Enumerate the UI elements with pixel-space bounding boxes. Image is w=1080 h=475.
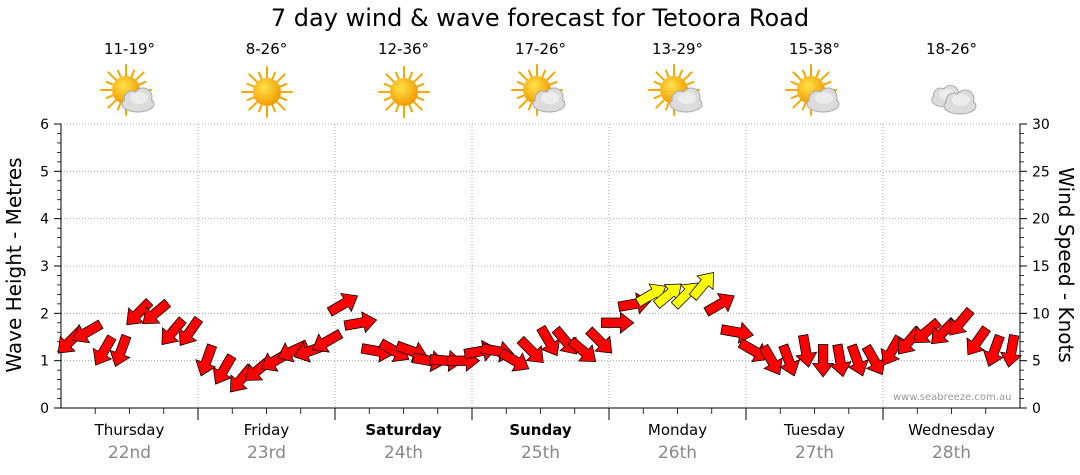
wind-arrow [737, 338, 770, 363]
wind-arrow [949, 306, 975, 336]
day-forecast: 18-26° [892, 40, 1012, 122]
wind-arrow [178, 315, 204, 347]
wind-arrow [311, 328, 344, 353]
wind-arrow [161, 316, 187, 346]
partly-cloudy-icon [510, 64, 565, 116]
temperature-range: 13-29° [651, 40, 704, 58]
cloudy-icon [930, 84, 976, 115]
day-name-label: Tuesday [783, 421, 846, 439]
watermark: www.seabreeze.com.au [893, 392, 1012, 403]
y-left-tick-label: 0 [40, 401, 49, 417]
date-label: 27th [794, 443, 835, 463]
wind-arrow [195, 343, 218, 377]
temperature-range: 17-26° [514, 40, 567, 58]
date-label: 28th [931, 443, 972, 463]
day-name-label: Friday [243, 421, 290, 439]
partly-cloudy-icon [784, 64, 839, 116]
partly-cloudy-icon [647, 64, 702, 116]
wind-arrow [880, 334, 905, 366]
wind-arrow [497, 347, 530, 372]
wind-arrow [999, 334, 1023, 368]
wind-arrow [795, 334, 818, 368]
wind-arrow [601, 311, 635, 335]
wind-arrow [516, 335, 544, 364]
wind-arrow [567, 336, 597, 362]
day-name-label: Saturday [365, 421, 442, 439]
wind-arrow [966, 325, 991, 356]
y-right-tick-label: 0 [1032, 401, 1041, 417]
wind-arrows [57, 272, 1023, 393]
wind-arrow [343, 311, 378, 334]
date-label: 24th [383, 443, 424, 463]
wind-arrow [758, 343, 783, 376]
grid [61, 123, 1020, 408]
date-label: 23rd [246, 443, 287, 463]
y-axis-right-label: Wind Speed - Knots [1054, 167, 1078, 363]
temperature-range: 12-36° [377, 40, 430, 58]
y-left-tick-label: 6 [40, 117, 49, 133]
y-right-tick-label: 10 [1032, 306, 1050, 322]
y-left-tick-label: 1 [40, 354, 49, 370]
y-right-tick-label: 15 [1032, 259, 1050, 275]
date-label: 22nd [107, 443, 152, 463]
sunny-icon [377, 66, 430, 118]
day-name-label: Sunday [509, 421, 572, 439]
wind-arrow [92, 334, 117, 366]
wind-arrow [829, 343, 852, 378]
wind-arrow [109, 333, 132, 367]
partly-cloudy-icon [99, 64, 154, 116]
day-forecast: 13-29° [618, 40, 738, 122]
wind-arrow [846, 343, 869, 377]
y-left-tick-label: 4 [40, 212, 49, 228]
day-forecast: 15-38° [755, 40, 875, 122]
chart-title: 7 day wind & wave forecast for Tetoora R… [270, 4, 810, 32]
wind-arrow [326, 292, 359, 317]
temperature-range: 15-38° [788, 40, 841, 58]
wind-arrow [72, 319, 104, 344]
wind-arrow [212, 353, 237, 385]
y-right-tick-label: 5 [1032, 354, 1041, 370]
wind-arrow [912, 317, 942, 344]
day-forecast: 17-26° [481, 40, 601, 122]
day-name-label: Monday [647, 421, 708, 439]
y-right-tick-label: 25 [1032, 164, 1050, 180]
date-label: 25th [520, 443, 561, 463]
wind-arrow [982, 333, 1005, 367]
y-right-tick-label: 30 [1032, 117, 1050, 133]
y-left-tick-label: 2 [40, 306, 49, 322]
temperature-range: 8-26° [245, 40, 288, 58]
wind-arrow [720, 321, 754, 344]
y-left-tick-label: 5 [40, 164, 49, 180]
day-name-label: Wednesday [908, 421, 995, 439]
sunny-icon [240, 66, 293, 118]
wind-arrow [142, 298, 172, 325]
axes: 0 1 2 3 4 5 6 0 5 10 15 20 25 30 [40, 117, 1050, 420]
y-right-tick-label: 20 [1032, 212, 1050, 228]
date-label: 26th [657, 443, 698, 463]
wind-arrow [778, 343, 801, 377]
temperature-range: 18-26° [925, 40, 978, 58]
y-left-tick-label: 3 [40, 259, 49, 275]
day-name-label: Thursday [94, 421, 165, 439]
day-forecast: 8-26° [207, 40, 327, 122]
day-forecast: 12-36° [344, 40, 464, 122]
wind-arrow [688, 272, 714, 301]
temperature-range: 11-19° [103, 40, 156, 58]
y-axis-left-label: Wave Height - Metres [2, 157, 26, 373]
wind-arrow [703, 292, 735, 317]
wind-arrow [811, 344, 835, 378]
day-forecast: 11-19° [70, 40, 190, 122]
wind-arrow [585, 326, 613, 354]
